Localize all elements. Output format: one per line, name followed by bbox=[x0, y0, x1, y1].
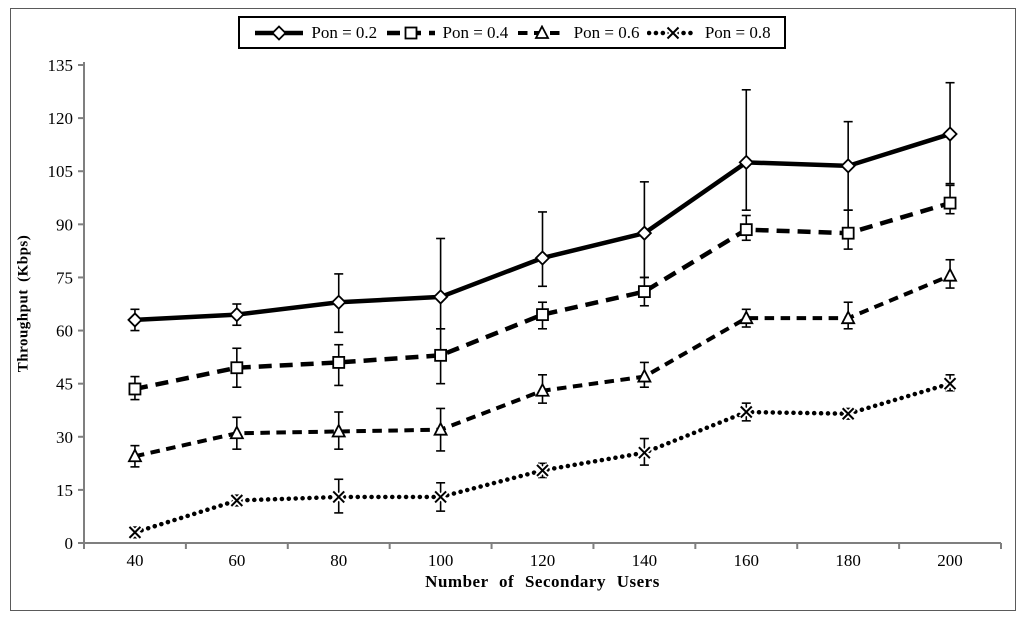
diamond-marker bbox=[840, 158, 856, 174]
tick-labels: 0 15 30 45 60 75 90 105 120 135 40 60 80 100 120 140 160… bbox=[48, 56, 963, 570]
x-tick-label: 160 bbox=[734, 551, 760, 570]
legend-sample-x-icon bbox=[646, 25, 699, 40]
square-marker bbox=[230, 361, 244, 375]
legend-label: Pon = 0.2 bbox=[311, 22, 378, 42]
diamond-marker bbox=[942, 126, 958, 142]
y-tick-label: 30 bbox=[56, 428, 73, 447]
legend-sample-triangle-icon bbox=[517, 24, 566, 39]
triangle-marker bbox=[534, 24, 550, 39]
legend-label: Pon = 0.8 bbox=[704, 22, 771, 42]
x-tick-label: 120 bbox=[530, 551, 556, 570]
x-marker bbox=[638, 446, 651, 459]
legend: Pon = 0.2 Pon = 0.4 Pon = 0.6 Pon = 0.8 bbox=[238, 16, 786, 49]
y-tick-label: 45 bbox=[56, 375, 73, 394]
series-line-pon-0.8 bbox=[132, 381, 953, 535]
series-markers-pon-0.8 bbox=[127, 376, 958, 540]
triangle-marker bbox=[636, 368, 652, 383]
triangle-marker bbox=[433, 421, 449, 436]
diamond-marker bbox=[738, 154, 755, 171]
square-marker bbox=[637, 285, 651, 299]
y-tick-label: 15 bbox=[56, 481, 73, 500]
legend-item: Pon = 0.8 bbox=[646, 22, 771, 43]
diamond-marker bbox=[127, 312, 143, 328]
square-marker bbox=[739, 223, 753, 237]
series-markers-pon-0.6 bbox=[127, 267, 958, 463]
x-axis-title: Number of Secondary Users bbox=[425, 572, 660, 591]
x-tick-label: 180 bbox=[835, 551, 861, 570]
x-tick-label: 140 bbox=[632, 551, 658, 570]
x-marker bbox=[666, 26, 680, 39]
legend-item: Pon = 0.6 bbox=[516, 22, 640, 43]
triangle-marker bbox=[331, 423, 347, 438]
y-tick-label: 105 bbox=[48, 162, 74, 181]
y-tick-label: 90 bbox=[56, 215, 73, 234]
legend-sample-diamond-icon bbox=[255, 24, 304, 41]
diamond-marker bbox=[432, 289, 449, 305]
y-tick-label: 60 bbox=[56, 322, 73, 341]
x-tick-label: 80 bbox=[330, 551, 347, 570]
x-marker bbox=[943, 377, 957, 390]
square-marker bbox=[434, 348, 448, 362]
x-marker bbox=[740, 405, 753, 419]
triangle-marker bbox=[535, 382, 550, 397]
x-marker bbox=[841, 407, 855, 420]
x-tick-label: 100 bbox=[428, 551, 454, 570]
legend-label: Pon = 0.4 bbox=[442, 22, 509, 42]
x-marker bbox=[536, 464, 549, 477]
error-bars-pon-0.6 bbox=[130, 258, 955, 468]
diamond-marker bbox=[636, 225, 653, 241]
x-marker bbox=[332, 490, 345, 504]
diamond-marker bbox=[534, 250, 551, 266]
legend-label: Pon = 0.6 bbox=[573, 22, 640, 42]
y-tick-label: 135 bbox=[48, 56, 74, 75]
x-tick-label: 200 bbox=[937, 551, 963, 570]
triangle-marker bbox=[229, 424, 245, 440]
x-tick-label: 40 bbox=[126, 551, 143, 570]
y-axis-title: Throughput (Kbps) bbox=[15, 234, 32, 373]
legend-item: Pon = 0.4 bbox=[385, 22, 509, 43]
triangle-marker bbox=[942, 267, 958, 282]
series-markers-pon-0.2 bbox=[127, 126, 958, 328]
square-marker bbox=[128, 382, 142, 396]
x-marker bbox=[230, 494, 244, 507]
axes bbox=[78, 62, 1002, 549]
square-marker bbox=[536, 308, 549, 322]
diamond-marker bbox=[330, 294, 347, 311]
y-tick-label: 75 bbox=[56, 268, 73, 287]
square-marker bbox=[943, 196, 957, 210]
series-line-pon-0.4 bbox=[134, 200, 951, 392]
legend-item: Pon = 0.2 bbox=[253, 23, 377, 43]
square-marker bbox=[841, 226, 855, 240]
y-tick-label: 120 bbox=[48, 109, 74, 128]
diamond-marker bbox=[229, 306, 245, 323]
square-marker bbox=[404, 26, 417, 39]
error-bars-pon-0.2 bbox=[130, 81, 955, 334]
diamond-marker bbox=[271, 24, 288, 41]
square-marker bbox=[332, 356, 346, 369]
y-tick-label: 0 bbox=[65, 534, 74, 553]
x-marker bbox=[128, 526, 142, 539]
triangle-marker bbox=[840, 309, 856, 325]
legend-sample-square-icon bbox=[386, 26, 435, 39]
triangle-marker bbox=[738, 309, 754, 325]
x-tick-label: 60 bbox=[228, 551, 245, 570]
x-marker bbox=[434, 490, 447, 504]
series-markers-pon-0.4 bbox=[128, 196, 957, 396]
triangle-marker bbox=[127, 447, 143, 463]
